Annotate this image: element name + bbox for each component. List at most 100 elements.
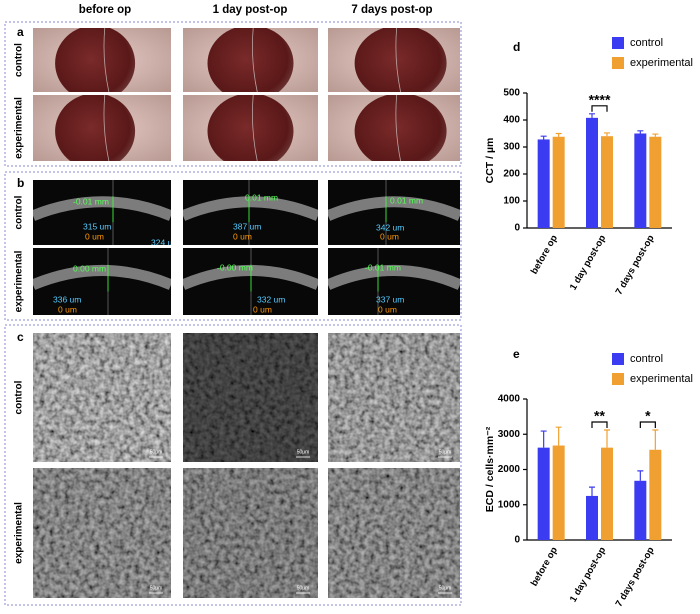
legend-label: experimental xyxy=(630,57,693,69)
row-label: control xyxy=(14,380,25,414)
scale-label: 50μm xyxy=(297,585,310,591)
scale-label: 50μm xyxy=(297,449,310,455)
y-tick-label: 2000 xyxy=(498,464,521,475)
panel-label: e xyxy=(513,347,520,361)
significance-bracket xyxy=(591,421,608,429)
error-bar xyxy=(555,426,562,446)
pupil xyxy=(354,95,447,161)
error-bar xyxy=(589,486,595,496)
row-label: control xyxy=(14,195,25,229)
bar xyxy=(552,136,565,228)
image-cell: -0.00 mm 332 um0 um xyxy=(183,248,318,315)
row-label: experimental xyxy=(14,250,25,312)
image-cell: 50μm xyxy=(183,333,318,462)
baseline-label: 0 um xyxy=(380,231,399,241)
thickness-label: 332 um xyxy=(257,294,285,304)
shade xyxy=(328,333,460,462)
error-bar xyxy=(589,113,595,118)
reflection xyxy=(252,95,258,161)
error-bar xyxy=(604,132,610,137)
microscopy xyxy=(328,468,460,598)
legend-swatch xyxy=(612,57,624,69)
image-cell: 50μm xyxy=(183,468,318,598)
column-header: before op xyxy=(79,4,131,16)
baseline-label: 0 um xyxy=(233,231,252,241)
y-tick-label: 500 xyxy=(503,88,520,99)
thickness-label: 337 um xyxy=(376,294,404,304)
pupil xyxy=(354,28,447,92)
reflection xyxy=(103,95,110,161)
shade xyxy=(33,333,171,462)
bar xyxy=(634,480,647,540)
offset-label: -0.01 mm xyxy=(365,262,401,272)
reflection xyxy=(395,95,401,161)
reflection xyxy=(395,28,401,92)
bar xyxy=(586,495,598,540)
y-axis-label: CCT / µm xyxy=(484,138,496,184)
x-tick-label: before op xyxy=(529,233,560,276)
thickness-label: 315 um xyxy=(83,221,111,231)
y-tick-label: 0 xyxy=(514,223,520,234)
legend-label: control xyxy=(630,37,663,49)
image-cell xyxy=(183,95,318,161)
cornea-band xyxy=(183,264,318,290)
offset-label: -0.01 mm xyxy=(73,196,109,206)
bar xyxy=(649,136,662,228)
cornea-band xyxy=(33,196,171,221)
x-tick-label: before op xyxy=(529,545,560,588)
panel-label: b xyxy=(17,176,24,190)
panel-a-frame xyxy=(4,21,462,167)
y-tick-label: 400 xyxy=(503,115,520,126)
row-label: experimental xyxy=(14,97,25,159)
extra-label: 324 u xyxy=(151,237,173,247)
significance-label: * xyxy=(645,408,651,424)
cornea-band xyxy=(328,264,460,290)
shade xyxy=(183,333,318,462)
pupil xyxy=(207,95,294,161)
y-axis-label: ECD / cells·mm⁻² xyxy=(484,426,496,512)
error-bar xyxy=(540,135,547,140)
image-cell: 0.00 mm 336 um0 um xyxy=(33,248,171,315)
bar xyxy=(537,447,550,540)
baseline-label: 0 um xyxy=(253,304,272,314)
bar xyxy=(649,449,662,540)
legend-swatch xyxy=(612,373,624,385)
y-tick-label: 300 xyxy=(503,142,520,153)
microscopy xyxy=(33,333,171,462)
significance-bracket xyxy=(639,421,656,429)
microscopy xyxy=(183,468,318,598)
offset-label: -0.00 mm xyxy=(217,262,253,272)
image-cell: 0.01 mm 387 um0 um xyxy=(183,180,318,245)
image-cell: -0.01 mm 315 um0 um 324 u xyxy=(33,180,173,247)
x-tick-label: 7 days post-op xyxy=(614,233,657,297)
image-cell xyxy=(328,28,460,92)
cornea-band xyxy=(33,265,171,290)
baseline-label: 0 um xyxy=(378,304,397,314)
panel-label: a xyxy=(17,25,24,39)
reflection xyxy=(252,28,258,92)
bar xyxy=(586,117,598,228)
bar xyxy=(552,445,565,540)
legend-swatch xyxy=(612,37,624,49)
panel-label: d xyxy=(513,40,520,54)
bar xyxy=(537,139,550,228)
scale-label: 50μm xyxy=(439,449,452,455)
image-cell xyxy=(33,28,171,92)
error-bar xyxy=(637,470,644,481)
shade xyxy=(328,468,460,598)
column-header: 7 days post-op xyxy=(351,4,432,16)
y-tick-label: 3000 xyxy=(498,429,521,440)
image-cell: 50μm xyxy=(328,468,460,598)
bar xyxy=(634,133,647,228)
image-cell xyxy=(328,95,460,161)
y-tick-label: 4000 xyxy=(498,394,521,405)
column-header: 1 day post-op xyxy=(213,4,288,16)
image-cell: 0.01 mm 342 um0 um xyxy=(328,180,460,245)
image-cell xyxy=(33,95,171,161)
panel-c-frame xyxy=(4,324,462,606)
x-tick-label: 1 day post-op xyxy=(568,545,609,604)
cornea-band xyxy=(328,196,460,221)
bar xyxy=(601,447,613,540)
error-bar xyxy=(604,429,610,448)
